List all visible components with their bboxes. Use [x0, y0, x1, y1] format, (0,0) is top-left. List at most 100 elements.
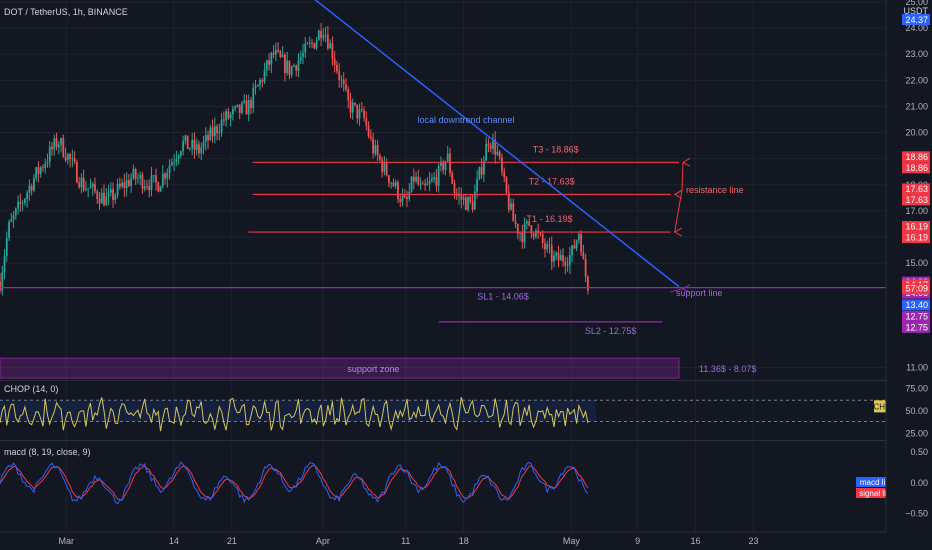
arrow-head [673, 190, 682, 199]
candle-body [322, 35, 325, 39]
candle-body [229, 114, 232, 119]
x-tick-label: Apr [316, 536, 330, 546]
candle-body [234, 106, 237, 109]
candle-body [216, 126, 218, 134]
candle-body [238, 104, 241, 113]
candle-body [250, 100, 252, 108]
candle-body [241, 102, 243, 113]
candle-body [394, 182, 397, 187]
candle-body [365, 118, 368, 126]
candle-body [96, 191, 99, 199]
candle-body [487, 143, 490, 146]
y-tick-label: 15.00 [905, 258, 928, 268]
time-axis-labels: Mar 14 21 Apr 11 18 May 9 16 23 [58, 536, 758, 546]
svg-text:CHOP: CHOP [873, 402, 896, 411]
candle-body [320, 30, 322, 39]
candle-body [66, 154, 69, 161]
candle-body [333, 58, 336, 65]
y-tick-label: 17.00 [905, 206, 928, 216]
candle-body [421, 183, 424, 185]
candle-body [12, 215, 15, 220]
candle-body [73, 157, 76, 162]
price-tag: 13.40 [902, 299, 930, 311]
macd-tick-label: −0.50 [905, 509, 928, 519]
pane-divider[interactable] [0, 440, 886, 441]
candle-body [218, 132, 221, 134]
candle-body [297, 60, 300, 71]
candle-body [184, 135, 187, 141]
downtrend-trendline[interactable] [306, 0, 680, 288]
y-tick-label: 21.00 [905, 101, 928, 111]
annotations: local downtrend channel resistance line su… [417, 115, 743, 298]
candle-body [279, 51, 282, 57]
candle-body [71, 157, 74, 160]
candle-body [315, 40, 318, 49]
level-tag: 16.19 [902, 221, 930, 233]
candle-body [408, 191, 411, 199]
candle-body [544, 243, 546, 250]
current-price-tag: 24.37 [902, 14, 930, 25]
price-tags: 18.8618.8617.6317.6316.1916.1914.0614.06… [902, 151, 930, 333]
candle-body [57, 144, 60, 148]
level-label: T2 - 17.63$ [529, 176, 575, 186]
candle-body [284, 54, 286, 73]
candle-body [137, 178, 139, 180]
candle-body [256, 84, 259, 87]
arrow-head [673, 227, 682, 237]
candle-body [541, 233, 544, 244]
candle-body [410, 176, 413, 192]
candle-body [209, 127, 212, 141]
candle-body [458, 195, 460, 197]
candle-body [580, 233, 583, 253]
candle-body [288, 60, 291, 76]
candle-body [177, 155, 180, 160]
candle-body [35, 167, 38, 179]
chop-title: CHOP (14, 0) [4, 384, 58, 394]
candle-body [39, 167, 42, 175]
candle-body [559, 255, 562, 261]
candle-body [354, 102, 356, 105]
candle-body [351, 102, 354, 113]
candle-body [17, 201, 19, 209]
candle-body [60, 138, 62, 145]
macd-line [0, 461, 589, 505]
annotation-arrow [674, 189, 683, 233]
time-axis[interactable] [0, 532, 932, 550]
price-axis[interactable] [886, 0, 932, 532]
svg-text:17.63: 17.63 [905, 195, 928, 205]
pane-divider[interactable] [0, 380, 886, 381]
candle-body [501, 157, 503, 172]
svg-text:18.86: 18.86 [905, 152, 928, 162]
candle-body [245, 100, 248, 115]
candle-body [356, 104, 359, 119]
candle-body [21, 202, 24, 204]
svg-text:16.19: 16.19 [905, 233, 928, 243]
candle-body [182, 140, 185, 152]
x-tick-label: 9 [635, 536, 640, 546]
candle-body [37, 167, 40, 175]
candle-body [23, 199, 26, 203]
chop-pane: CHOP [0, 396, 897, 432]
candle-body [435, 177, 438, 186]
candle-body [453, 183, 456, 194]
candle-body [277, 49, 280, 52]
x-tick-label: 23 [749, 536, 759, 546]
level-tag: 16.19 [902, 232, 930, 244]
candle-body [406, 197, 408, 199]
candle-body [78, 182, 81, 187]
candle-body [207, 134, 209, 141]
candle-body [329, 43, 332, 49]
candle-body [159, 186, 162, 192]
support-zone-range: 11.36$ - 8.07$ [699, 364, 756, 374]
annotation-arrow [681, 162, 684, 191]
candle-body [44, 163, 47, 168]
candle-body [8, 221, 10, 238]
candle-body [75, 161, 78, 183]
svg-text:18.86: 18.86 [905, 163, 928, 173]
candle-body [553, 255, 555, 262]
candle-body [584, 259, 587, 277]
level-tag: 12.75 [902, 310, 930, 322]
candle-body [94, 183, 96, 192]
candle-body [385, 161, 388, 176]
